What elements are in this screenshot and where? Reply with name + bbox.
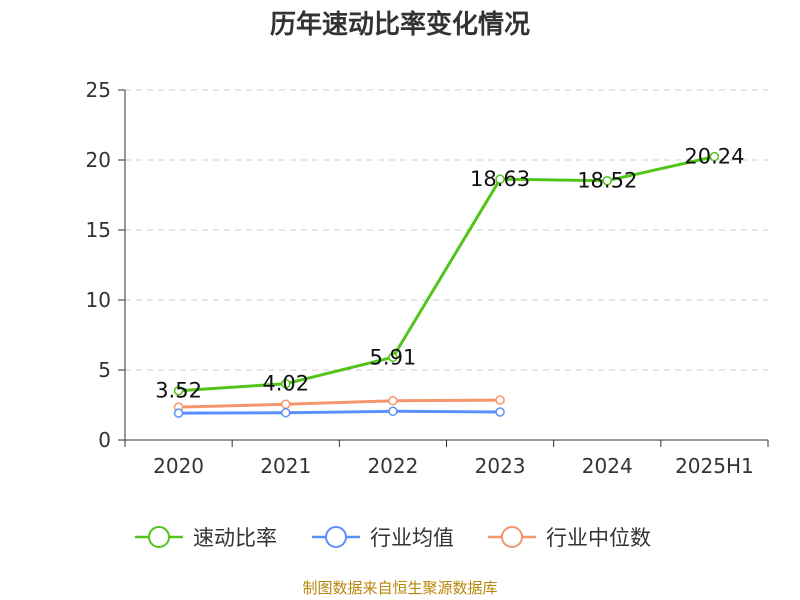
series-line	[178, 155, 715, 393]
y-tick-label: 0	[98, 428, 111, 452]
data-labels: 3.52 4.02 5.91 18.63 18.52 20.24	[155, 145, 744, 403]
data-point	[388, 406, 398, 417]
data-label: 5.91	[370, 345, 417, 369]
y-tick-label: 15	[86, 218, 111, 242]
data-point	[281, 407, 291, 418]
x-tick-label: 2022	[367, 454, 418, 478]
chart-title: 历年速动比率变化情况	[270, 9, 530, 40]
data-point	[602, 175, 612, 186]
data-label: 18.52	[577, 169, 637, 193]
legend-item[interactable]: 速动比率	[135, 526, 277, 550]
data-point	[173, 385, 184, 396]
x-tick-label: 2024	[582, 454, 633, 478]
series-line	[178, 409, 501, 415]
x-tick-label: 2023	[475, 454, 526, 478]
data-point	[388, 396, 398, 406]
x-tick-label: 2021	[260, 454, 311, 478]
series-line	[178, 398, 501, 409]
y-tick-label: 25	[86, 78, 111, 102]
legend-marker-icon	[325, 526, 347, 548]
data-label: 20.24	[684, 145, 744, 169]
data-label: 4.02	[262, 372, 309, 396]
data-point	[495, 407, 505, 417]
axes: 0 5 10 15 20 25 2020 2021 2022 2023 2024 2025H1	[86, 78, 769, 478]
data-point	[709, 151, 720, 162]
source-footer: 制图数据来自恒生聚源数据库	[302, 579, 498, 597]
data-point	[281, 378, 291, 389]
data-point	[173, 408, 184, 418]
x-tick-label: 2020	[153, 454, 204, 478]
legend-item[interactable]: 行业中位数	[488, 526, 651, 550]
legend-marker-icon	[501, 526, 523, 548]
legend-label: 行业均值	[370, 526, 454, 550]
y-tick-label: 20	[86, 148, 111, 172]
series-layer	[173, 151, 720, 418]
legend: 速动比率 行业均值 行业中位数	[135, 526, 651, 550]
legend-item[interactable]: 行业均值	[312, 526, 454, 550]
y-tick-label: 10	[86, 288, 111, 312]
data-point	[495, 174, 505, 184]
x-tick-label: 2025H1	[675, 454, 754, 478]
data-point	[495, 395, 505, 405]
data-point	[281, 399, 291, 410]
legend-label: 速动比率	[193, 526, 277, 550]
y-tick-label: 5	[98, 358, 111, 382]
data-label: 3.52	[155, 379, 202, 403]
grid-lines	[125, 89, 768, 371]
data-label: 18.63	[470, 167, 530, 191]
legend-label: 行业中位数	[546, 526, 651, 550]
data-point	[388, 352, 398, 363]
legend-marker-icon	[148, 526, 170, 548]
